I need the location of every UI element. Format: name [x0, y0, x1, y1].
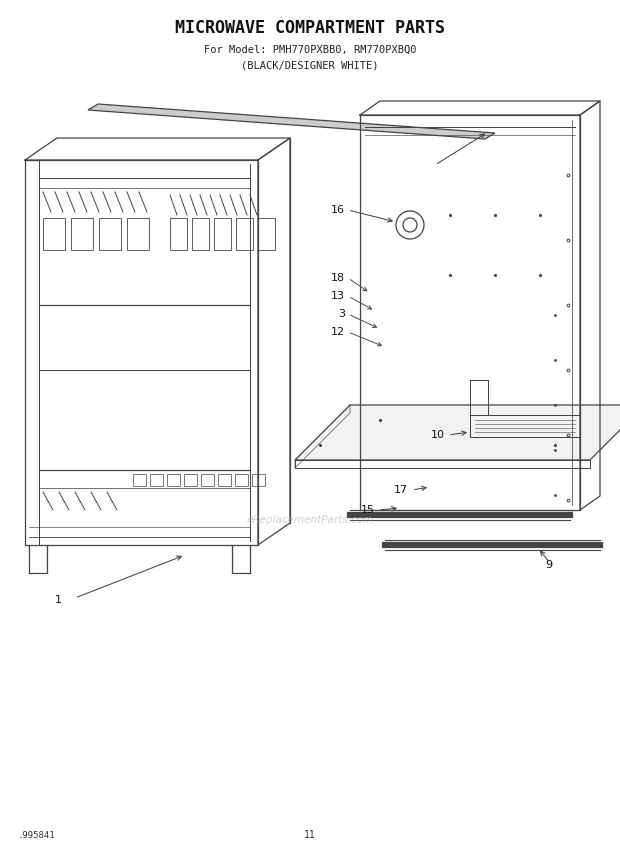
Text: .995841: .995841 [18, 830, 56, 840]
Text: 15: 15 [361, 505, 375, 515]
Text: 10: 10 [431, 430, 445, 440]
Text: 13: 13 [331, 291, 345, 301]
Text: (BLACK/DESIGNER WHITE): (BLACK/DESIGNER WHITE) [241, 60, 379, 70]
Text: 12: 12 [331, 327, 345, 337]
Polygon shape [295, 405, 620, 460]
Bar [133, 474, 146, 486]
Bar [43, 218, 65, 250]
Bar [170, 218, 187, 250]
Text: 17: 17 [394, 485, 408, 495]
Text: eReplacementParts.com: eReplacementParts.com [246, 515, 374, 525]
Text: 1: 1 [55, 595, 62, 605]
Text: MICROWAVE COMPARTMENT PARTS: MICROWAVE COMPARTMENT PARTS [175, 19, 445, 37]
Text: For Model: PMH770PXBB0, RM770PXBQ0: For Model: PMH770PXBB0, RM770PXBQ0 [204, 45, 416, 55]
Bar [99, 218, 121, 250]
Bar [150, 474, 163, 486]
Bar [236, 218, 253, 250]
Bar [235, 474, 248, 486]
Bar [218, 474, 231, 486]
Text: 18: 18 [331, 273, 345, 283]
Text: 11: 11 [304, 830, 316, 840]
Polygon shape [88, 104, 495, 139]
Bar [252, 474, 265, 486]
Bar [127, 218, 149, 250]
Bar [214, 218, 231, 250]
Bar [201, 474, 214, 486]
Bar [71, 218, 93, 250]
Bar [167, 474, 180, 486]
Bar [184, 474, 197, 486]
Text: 9: 9 [545, 560, 552, 570]
Bar [192, 218, 209, 250]
Text: 16: 16 [331, 205, 345, 215]
Text: 3: 3 [338, 309, 345, 319]
Bar [258, 218, 275, 250]
